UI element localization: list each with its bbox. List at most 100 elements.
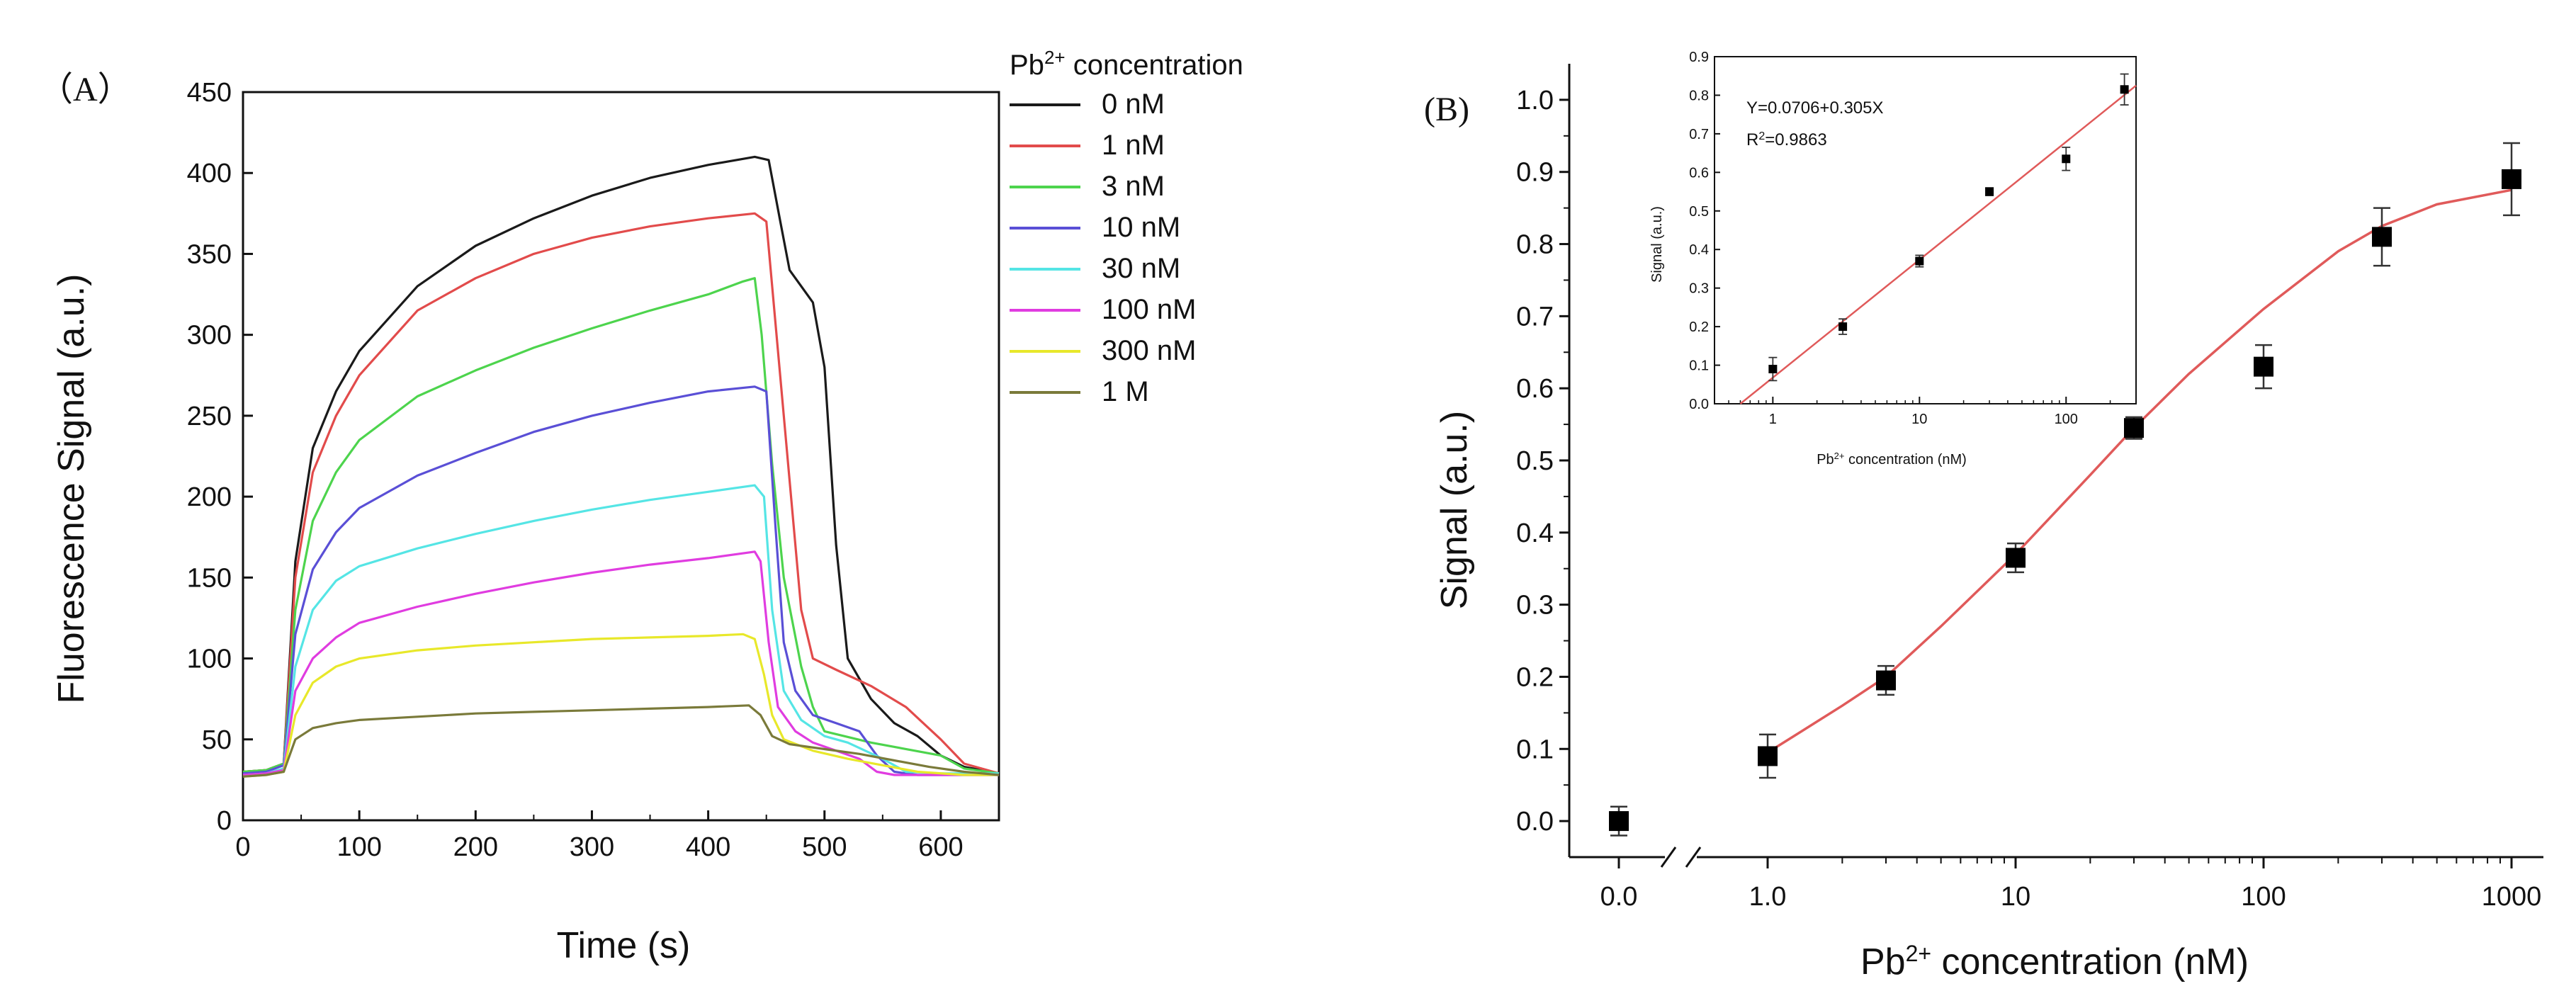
x-tick-label: 600 [918,832,963,862]
series-line-7 [242,704,1000,778]
inset-x-tick-label: 1 [1769,412,1777,427]
panel-a-series [242,155,1000,778]
x-tick-label: 300 [570,832,614,862]
axis-break-mark [1660,846,1677,868]
panel-b: (B) 0.00.10.20.30.40.50.60.70.80.91.00.0… [1424,50,2543,982]
b-x-tick-label: 1000 [2482,882,2542,912]
inset-y-tick-label: 0.7 [1689,127,1709,142]
inset-data-point [1768,365,1778,373]
data-point [1758,746,1778,766]
inset-y-axis-title: Signal (a.u.) [1649,206,1665,283]
series-line-1 [242,212,1000,775]
inset-y-tick-label: 0.6 [1689,165,1709,181]
panel-a-x-axis-title: Time (s) [557,925,691,966]
data-point [2371,227,2392,247]
inset-data-point [1838,322,1848,332]
y-tick-label: 0 [217,806,232,836]
series-line-5 [242,550,999,776]
b-y-tick-label: 0.1 [1516,735,1554,764]
series-line-4 [242,484,999,776]
b-y-tick-label: 0.6 [1516,374,1554,404]
y-tick-label: 400 [187,159,232,188]
b-y-tick-label: 0.7 [1516,302,1554,332]
inset-y-tick-label: 0.4 [1689,242,1709,258]
b-y-tick-label: 0.4 [1516,519,1554,548]
b-y-tick-label: 0.2 [1516,662,1554,692]
y-tick-label: 150 [187,563,232,593]
axis-break-mark [1685,846,1702,868]
inset-data-point [2120,85,2129,94]
b-y-tick-label: 1.0 [1516,86,1554,115]
inset-x-tick-label: 10 [1911,412,1927,427]
inset-x-tick-label: 100 [2055,412,2078,427]
inset-data-point [1985,187,1994,196]
inset-y-tick-label: 0.0 [1689,397,1709,412]
y-tick-label: 200 [187,482,232,512]
data-point [2254,356,2273,377]
y-tick-label: 300 [187,321,232,351]
b-y-tick-label: 0.5 [1516,446,1554,476]
data-point [2006,548,2026,568]
y-tick-label: 100 [187,645,232,674]
inset-fit-line [1739,84,2137,404]
panel-b-axes: 0.0 0.1 0.2 0.3 0.4 0.5 0.6 0.7 0.8 0.9 1.0 0.0 1.0 1… [1516,64,2543,912]
x-tick-label: 200 [453,832,498,862]
series-line-6 [242,633,999,778]
inset-frame [1714,56,2137,404]
inset-y-tick-label: 0.5 [1689,204,1709,220]
legend-entry: 1 nM [1102,130,1165,161]
panel-a: （A） 0 100 200 300 400 500 600 0 50 100 150 200 250 30… [39,47,1243,966]
y-tick-label: 450 [187,78,232,108]
legend-entry: 0 nM [1102,89,1165,120]
legend-entry: 3 nM [1102,171,1165,202]
legend-entry: 10 nM [1102,212,1180,243]
panel-b-x-axis-title: Pb2+ concentration (nM) [1860,941,2249,982]
x-tick-label: 0 [235,832,250,862]
inset-y-tick-label: 0.8 [1689,88,1709,103]
legend-entry: 1 M [1102,376,1149,407]
series-line-3 [242,385,999,776]
inset-equation: Y=0.0706+0.305X [1746,98,1884,118]
inset-plot [1739,73,2137,404]
inset-y-tick-label: 0.3 [1689,281,1709,297]
panel-b-inset: 0.0 0.1 0.2 0.3 0.4 0.5 0.6 0.7 0.8 0.9 1 10 100 Y=0… [1649,50,2137,468]
data-point [1875,670,1896,691]
x-tick-label: 500 [802,832,847,862]
data-point [1609,811,1629,832]
inset-x-axis-title: Pb2+ concentration (nM) [1817,451,1967,468]
inset-y-tick-label: 0.1 [1689,358,1709,374]
panel-a-y-axis-title: Fluorescence Signal (a.u.) [51,274,92,704]
panel-a-axes: 0 100 200 300 400 500 600 0 50 100 150 200 250 300 350… [187,78,1000,862]
data-point [2123,418,2144,438]
b-y-tick-label: 0.9 [1516,158,1554,188]
legend-entry: 30 nM [1102,253,1180,284]
b-x-tick-label: 100 [2241,882,2286,912]
b-y-tick-label: 0.0 [1516,807,1554,837]
panel-b-label: (B) [1424,91,1469,128]
b-x-tick-label: 10 [2001,882,2030,912]
panel-a-frame [242,91,1000,822]
series-line-2 [242,277,1000,775]
legend-entry: 100 nM [1102,294,1196,325]
panel-b-plot [1609,142,2521,837]
b-y-tick-label: 0.3 [1516,591,1554,621]
inset-y-tick-label: 0.2 [1689,319,1709,335]
b-y-tick-label: 0.8 [1516,230,1554,260]
x-tick-label: 400 [686,832,730,862]
panel-b-y-axis-title: Signal (a.u.) [1434,411,1475,609]
panel-a-legend: Pb2+ concentration 0 nM 1 nM 3 nM 10 nM 30 n… [1010,47,1243,407]
inset-r-squared: R2=0.9863 [1746,130,1827,150]
inset-data-point [2062,154,2071,164]
inset-data-point [1915,256,1924,266]
series-line-0 [242,155,1000,775]
data-point [2502,169,2521,189]
b-x-tick-label: 1.0 [1749,882,1787,912]
b-x-tick-label: 0.0 [1600,882,1638,912]
legend-title: Pb2+ concentration [1010,47,1243,81]
panel-a-label: （A） [39,71,132,108]
inset-y-tick-label: 0.9 [1689,50,1709,65]
inset-axes: 0.0 0.1 0.2 0.3 0.4 0.5 0.6 0.7 0.8 0.9 1 10 100 [1689,50,2137,427]
y-tick-label: 250 [187,402,232,431]
legend-entry: 300 nM [1102,335,1196,366]
